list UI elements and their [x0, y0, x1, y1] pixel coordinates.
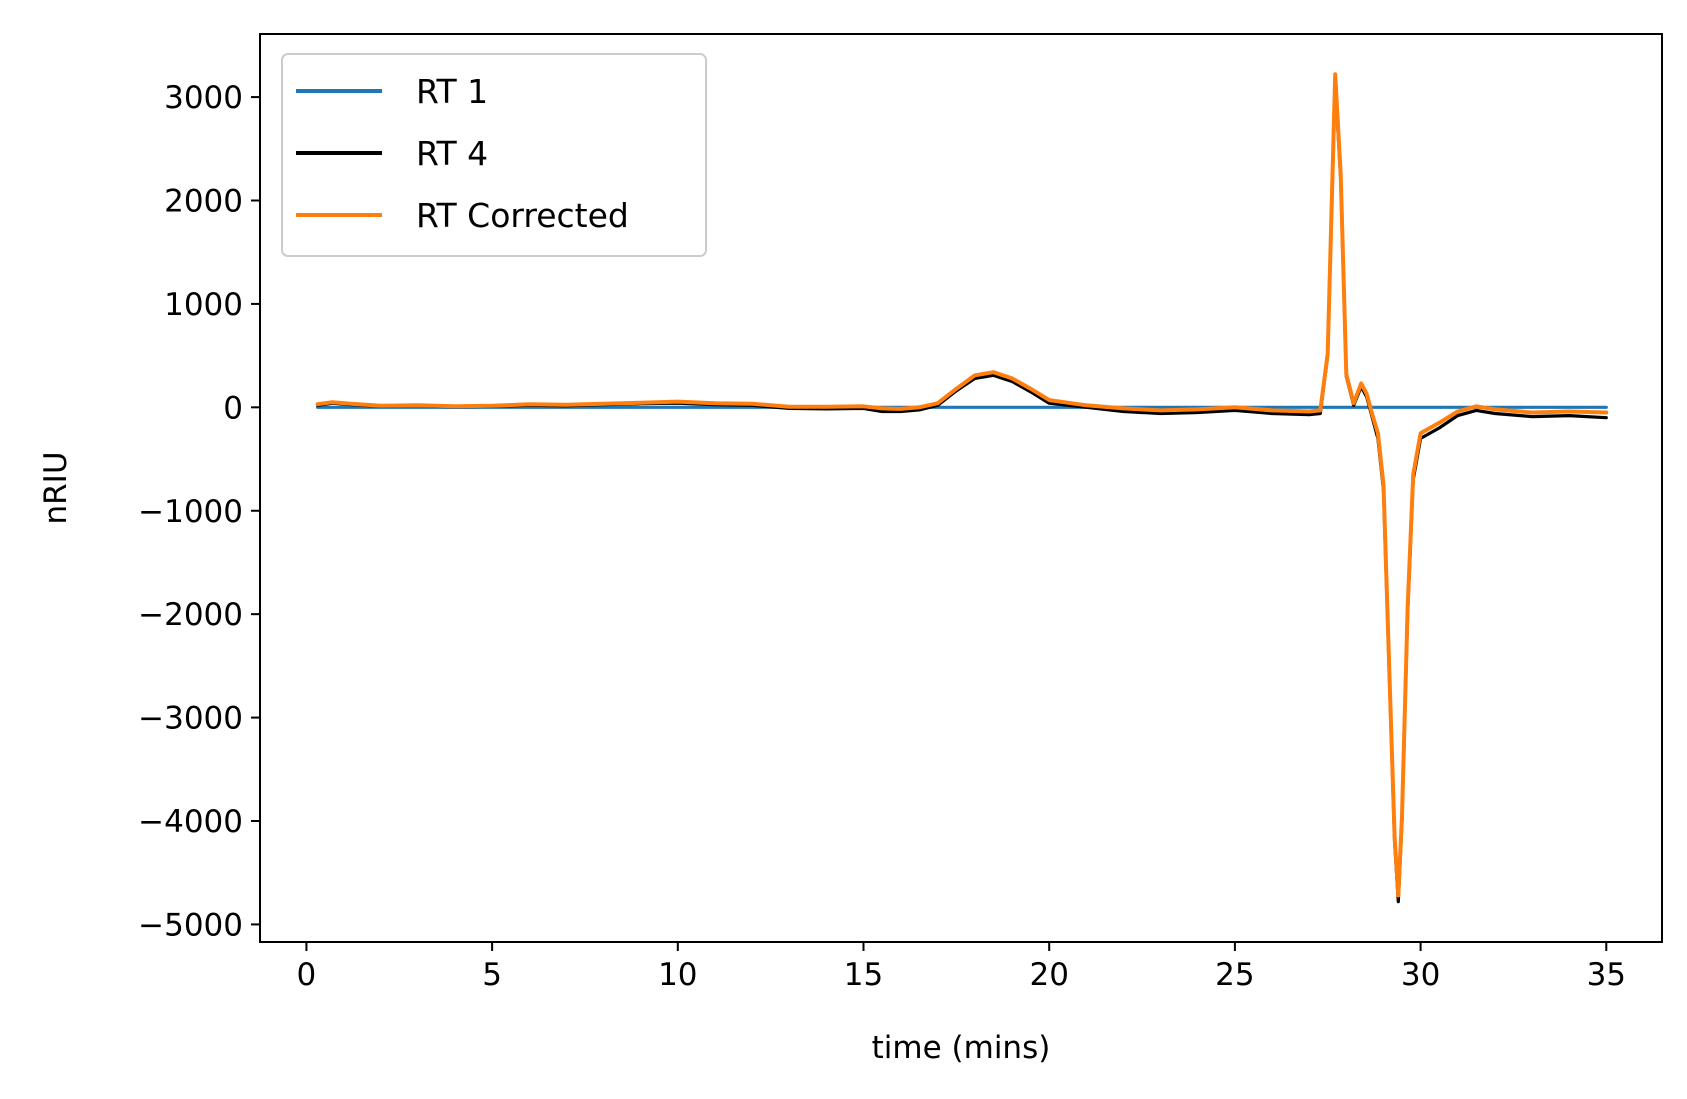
- x-tick-label: 15: [844, 957, 883, 993]
- x-tick-label: 5: [482, 957, 502, 993]
- x-axis-label: time (mins): [872, 1030, 1051, 1066]
- y-tick-label: −1000: [138, 494, 243, 530]
- y-axis-label: nRIU: [38, 451, 74, 524]
- series-layer: [315, 72, 1609, 904]
- legend-label-2: RT 4: [416, 134, 488, 173]
- legend-label-1: RT 1: [416, 72, 488, 111]
- y-tick-label: 0: [223, 390, 243, 426]
- y-tick-label: 2000: [164, 184, 243, 220]
- y-axis: 3000 2000 1000 0 −1000 −2000 −3000 −4000 −5000: [138, 80, 260, 943]
- legend-label-3: RT Corrected: [416, 196, 629, 235]
- x-tick-label: 10: [658, 957, 697, 993]
- axes-frame: [259, 33, 1663, 943]
- y-tick-label: 3000: [164, 80, 243, 116]
- x-axis: 0 5 10 15 20 25 30 35: [297, 942, 1626, 993]
- series-line-3: [315, 72, 1609, 898]
- legend-box: [281, 53, 707, 257]
- x-tick-label: 25: [1215, 957, 1254, 993]
- y-tick-label: −5000: [138, 907, 243, 943]
- x-tick-label: 0: [297, 957, 317, 993]
- y-tick-label: −2000: [138, 597, 243, 633]
- y-tick-label: −3000: [138, 701, 243, 737]
- x-tick-label: 35: [1587, 957, 1626, 993]
- y-tick-label: 1000: [164, 287, 243, 323]
- x-tick-label: 30: [1401, 957, 1440, 993]
- x-tick-label: 20: [1029, 957, 1068, 993]
- legend: RT 1 RT 4 RT Corrected: [281, 53, 707, 257]
- y-tick-label: −4000: [138, 804, 243, 840]
